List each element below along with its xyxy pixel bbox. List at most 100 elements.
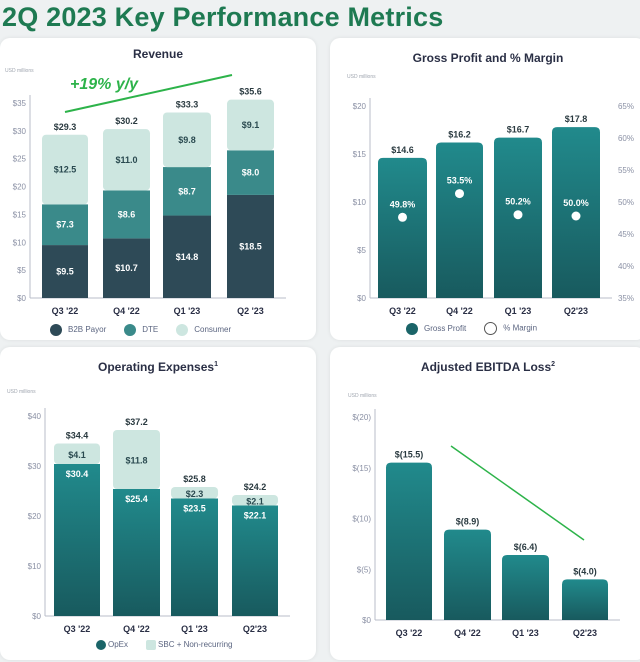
total-label: $30.2 xyxy=(115,116,138,126)
revenue-title: Revenue xyxy=(132,47,184,61)
trend-line xyxy=(64,74,233,113)
category-label: Q1 '23 xyxy=(512,628,539,638)
category-label: Q2'23 xyxy=(243,624,267,634)
y2-tick-label: 40% xyxy=(618,262,634,271)
sbc-swatch-icon xyxy=(146,640,157,650)
category-label: Q1 '23 xyxy=(505,306,532,316)
margin-label: 53.5% xyxy=(447,176,473,186)
bar xyxy=(562,579,608,620)
bar xyxy=(502,555,549,620)
gross-profit-swatch-icon xyxy=(406,322,418,335)
legend-sbc: SBC + Non-recurring xyxy=(146,640,233,650)
unit-label: USD millions xyxy=(348,393,377,399)
bar-segment-opex xyxy=(171,498,218,616)
bar xyxy=(386,462,432,620)
data-label: $25.4 xyxy=(125,494,148,504)
margin-dot xyxy=(513,210,523,220)
total-label: $29.3 xyxy=(54,122,77,132)
y-tick-label: $15 xyxy=(13,210,27,219)
data-label: $11.8 xyxy=(125,456,147,466)
y-tick-label: $0 xyxy=(357,294,366,303)
bar xyxy=(444,529,491,620)
y-tick-label: $25 xyxy=(13,155,27,164)
legend-b2b: B2B Payor xyxy=(50,324,106,336)
y-tick-label: $10 xyxy=(353,198,367,207)
y-tick-label: $20 xyxy=(28,512,42,521)
data-label: $8.0 xyxy=(242,168,260,178)
legend-consumer: Consumer xyxy=(176,324,231,336)
margin-dot xyxy=(455,189,464,199)
bar-segment-sbc-non-recurring xyxy=(232,495,278,506)
y2-tick-label: 55% xyxy=(618,166,634,175)
bar-segment-dte xyxy=(103,190,150,239)
category-label: Q2 '23 xyxy=(237,306,264,316)
bar-segment-dte xyxy=(163,167,211,216)
margin-dot xyxy=(398,212,407,222)
total-label: $34.4 xyxy=(66,431,89,441)
revenue-legend: B2B Payor DTE Consumer xyxy=(50,324,231,336)
category-label: Q1 '23 xyxy=(181,624,208,634)
category-label: Q1 '23 xyxy=(174,306,201,316)
consumer-swatch-icon xyxy=(176,324,189,336)
data-label: $9.5 xyxy=(56,267,74,277)
margin-dot xyxy=(571,211,581,221)
bar-segment-consumer xyxy=(42,134,88,205)
y-tick-label: $(5) xyxy=(357,565,372,574)
category-label: Q3 '22 xyxy=(52,306,79,316)
ebitda-title: Adjusted EBITDA Loss2 xyxy=(330,360,640,374)
unit-label: USD millions xyxy=(7,389,36,395)
y-tick-label: $35 xyxy=(13,99,27,108)
category-label: Q4 '22 xyxy=(123,624,150,634)
y-tick-label: $0 xyxy=(17,294,26,303)
data-label: $10.7 xyxy=(115,263,138,273)
bar-segment-opex xyxy=(54,464,100,616)
margin-label: 50.0% xyxy=(563,198,589,208)
data-label: $22.1 xyxy=(244,511,267,521)
y-tick-label: $30 xyxy=(13,127,27,136)
bar-segment-dte xyxy=(42,204,88,246)
legend-label: DTE xyxy=(142,325,159,335)
bar-segment-opex xyxy=(113,489,160,616)
data-label: $18.5 xyxy=(239,241,262,251)
data-label: $4.1 xyxy=(68,450,86,460)
total-label: $24.2 xyxy=(244,482,267,492)
y-tick-label: $0 xyxy=(32,612,41,621)
legend-opex: OpEx xyxy=(96,640,128,650)
y2-tick-label: 45% xyxy=(618,230,634,239)
category-label: Q3 '22 xyxy=(64,624,91,634)
y-tick-label: $30 xyxy=(28,462,42,471)
bar xyxy=(378,157,427,298)
unit-label: USD millions xyxy=(5,68,34,74)
footnote-marker: 2 xyxy=(551,361,556,368)
gross-profit-legend: Gross Profit % Margin xyxy=(406,322,537,335)
total-label: $35.6 xyxy=(239,87,262,97)
data-label: $2.3 xyxy=(186,489,204,499)
dte-swatch-icon xyxy=(124,324,137,336)
bar-segment-b2b-payor xyxy=(42,245,88,298)
b2b-swatch-icon xyxy=(50,324,62,336)
legend-label: B2B Payor xyxy=(68,325,107,335)
data-label: $14.6 xyxy=(391,145,414,155)
data-label: $16.7 xyxy=(507,125,530,135)
bar-segment-sbc-non-recurring xyxy=(171,487,218,499)
legend-gross-profit: Gross Profit xyxy=(406,322,466,335)
bar-segment-sbc-non-recurring xyxy=(54,443,100,464)
data-label: $16.2 xyxy=(448,129,471,139)
data-label: $12.5 xyxy=(54,165,77,175)
trend-line xyxy=(450,445,585,541)
bar-segment-sbc-non-recurring xyxy=(113,430,160,489)
y2-tick-label: 60% xyxy=(618,134,634,143)
data-label: $(6.4) xyxy=(514,542,538,552)
legend-label: SBC + Non-recurring xyxy=(158,640,233,650)
data-label: $2.1 xyxy=(246,496,264,506)
legend-label: Consumer xyxy=(194,325,232,335)
page-title: 2Q 2023 Key Performance Metrics xyxy=(2,2,444,32)
data-label: $9.8 xyxy=(178,135,196,145)
y-tick-label: $5 xyxy=(357,246,366,255)
data-label: $30.4 xyxy=(66,469,89,479)
footnote-marker: 1 xyxy=(214,361,218,368)
bar-segment-consumer xyxy=(227,99,274,151)
gross-profit-title: Gross Profit and % Margin xyxy=(412,51,564,65)
